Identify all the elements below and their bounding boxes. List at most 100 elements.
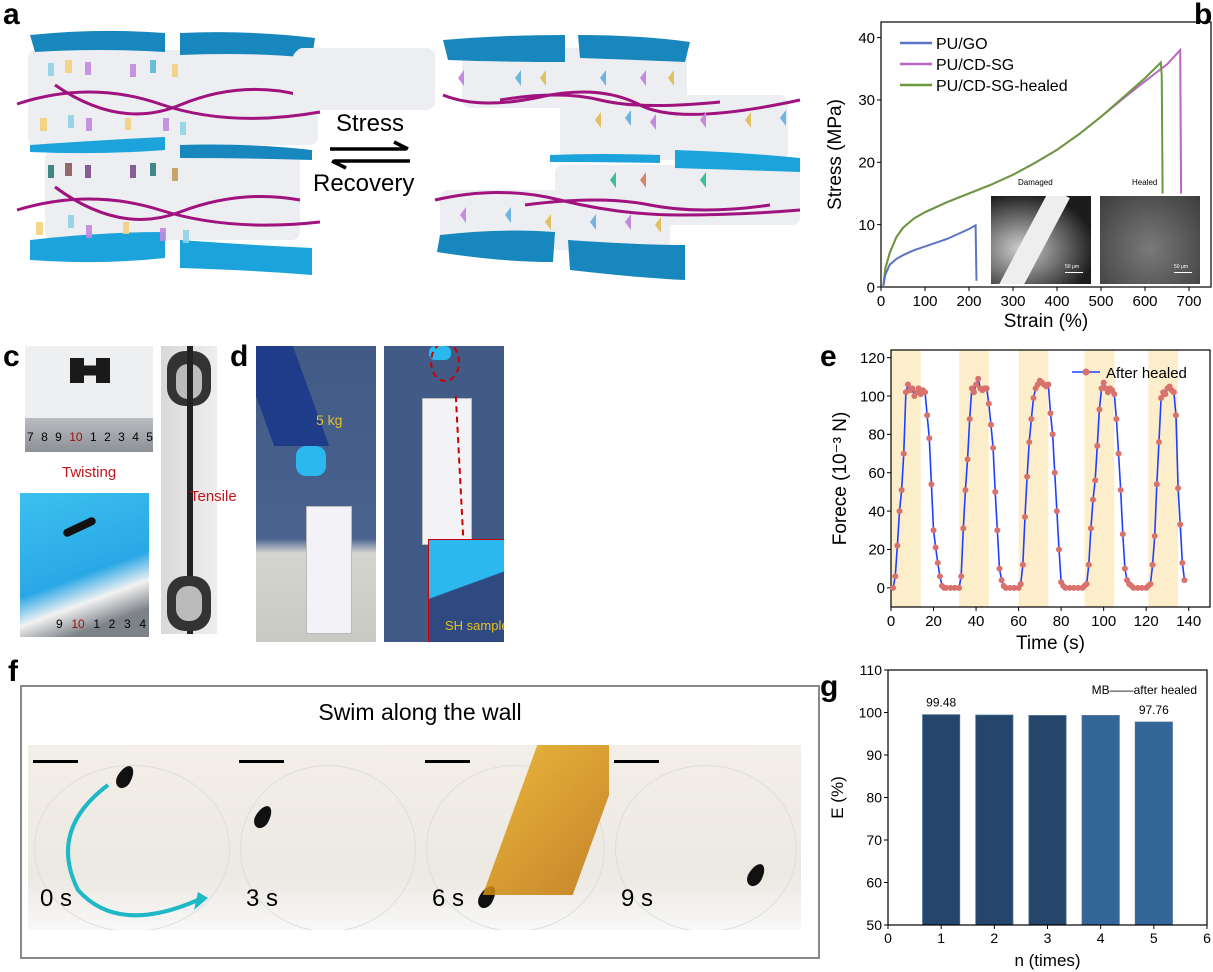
annotation-label: MB——after healed [1092,683,1197,697]
data-point [1030,394,1037,401]
data-point [1002,584,1009,591]
y-tick-label: 40 [868,503,885,520]
x-tick-label: 0 [877,293,885,310]
x-tick-label: 20 [925,613,942,630]
x-tick-label: 500 [1088,293,1113,310]
time-label: 9 s [621,885,654,912]
data-point [970,389,977,396]
swim-frame: 0 s [28,745,234,930]
plot-frame [880,21,1212,288]
arrow-label-stress: Stress [336,110,405,137]
ruler-digit: 2 [104,430,111,444]
arrow-label-recovery: Recovery [313,170,415,197]
swim-title: Swim along the wall [318,699,522,725]
data-point [1017,580,1024,587]
y-tick-label: 20 [858,155,875,172]
petri-dish [34,765,230,930]
data-point [1149,561,1156,568]
x-tick-label: 600 [1132,293,1157,310]
ruler-digit: 9 [56,617,63,631]
data-point [975,375,982,382]
data-point [1019,561,1026,568]
x-axis-title: Time (s) [1016,633,1085,654]
data-point [960,525,967,532]
data-point [924,412,931,419]
scale-bar-label: 50 μm [1065,264,1079,270]
inset-label-healed: Healed [1132,178,1158,187]
ruler-digit: 10 [69,430,83,444]
data-point [962,487,969,494]
data-point [1085,561,1092,568]
data-point [1100,379,1107,386]
photo-twisting-sample: 9 10 1 2 3 4 [20,493,149,637]
data-point [930,527,937,534]
y-tick-label: 100 [859,704,883,720]
panel-label-a: a [3,0,20,31]
data-point [1147,580,1154,587]
data-point [1053,508,1060,515]
data-point [1075,584,1082,591]
inset-image-damaged: 50 μm [991,196,1091,284]
x-tick-label: 120 [1134,613,1159,630]
data-point [1117,487,1124,494]
data-point [987,421,994,428]
data-point [1121,565,1128,572]
data-point [1011,584,1018,591]
data-point [936,573,943,580]
data-point [1070,584,1077,591]
data-point [964,456,971,463]
data-point [926,435,933,442]
label-5kg: 5 kg [316,412,343,428]
panel-label-e: e [820,340,837,373]
inset-image-healed: 50 μm [1100,196,1200,284]
data-point [1179,559,1186,566]
scale-bar-label: 50 μm [1174,264,1188,270]
y-tick-label: 50 [866,917,882,933]
swim-frame: 6 s [420,745,609,930]
petri-dish [426,765,605,930]
x-tick-label: 2 [990,930,998,946]
y-tick-label: 120 [860,350,885,367]
x-tick-label: 40 [968,613,985,630]
y-tick-label: 40 [858,30,875,47]
data-point [1172,412,1179,419]
data-point [1066,584,1073,591]
data-point [956,584,963,591]
y-axis-title: E (%) [828,776,847,819]
data-point [934,559,941,566]
reversible-arrows-icon [330,140,410,170]
y-axis-title: Forece (10⁻³ N) [830,412,851,546]
highlight-circle [430,346,460,382]
data-point [998,577,1005,584]
ruler-digit: 10 [71,617,85,631]
legend-label: PU/CD-SG-healed [936,78,1068,95]
ruler-digit: 4 [139,617,146,631]
data-point [943,584,950,591]
scale-bar [614,760,659,763]
data-point [1024,473,1031,480]
x-tick-label: 200 [956,293,981,310]
data-label: 97.76 [1139,703,1169,717]
data-point [951,584,958,591]
data-point [1151,533,1158,540]
x-tick-label: 100 [1091,613,1116,630]
data-point [947,584,954,591]
data-point [909,385,916,392]
ruler-digit: 3 [118,430,125,444]
swim-frame: 9 s [609,745,801,930]
data-point [1047,410,1054,417]
time-label: 0 s [40,885,73,912]
data-point [922,389,929,396]
plot-frame [890,349,1211,608]
panel-label-f: f [8,655,18,688]
data-point [890,584,897,591]
ruler: 7 8 9 10 1 2 3 4 5 [25,418,153,452]
data-point [1098,385,1105,392]
y-tick-label: 80 [866,789,882,805]
x-tick-label: 1 [937,930,945,946]
data-point [898,487,905,494]
